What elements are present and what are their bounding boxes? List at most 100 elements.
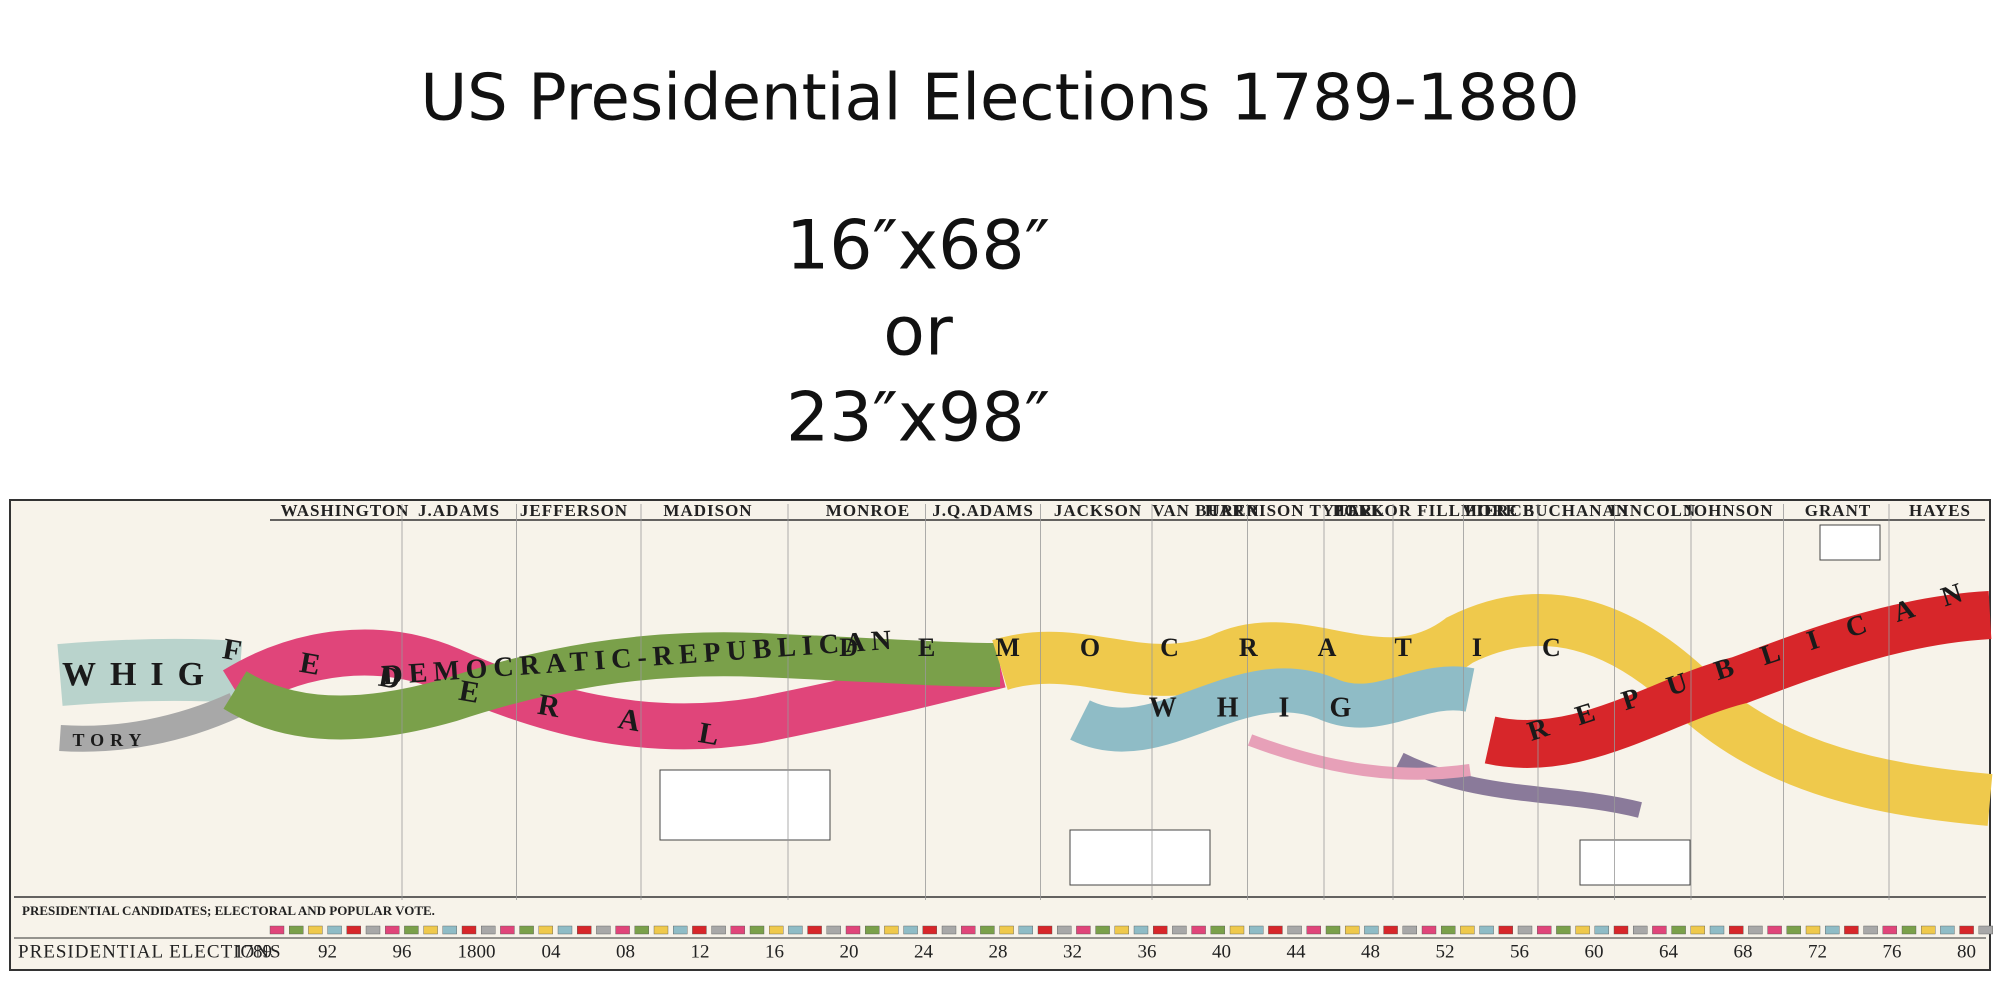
- tory-stream: [59, 693, 241, 752]
- vote-cell: [941, 925, 957, 935]
- vote-cell: [1556, 925, 1571, 935]
- dem-rep-stream: [223, 632, 1001, 740]
- vote-cell: [1306, 925, 1322, 935]
- vote-cell: [1402, 925, 1418, 935]
- vote-cell: [1613, 925, 1629, 935]
- year-label: 20: [840, 941, 859, 962]
- election-chart: WASHINGTON J.ADAMS JEFFERSON MADISON MONROE J…: [9, 499, 1995, 971]
- president-name: WASHINGTON: [281, 501, 410, 520]
- vote-cell: [1344, 925, 1360, 935]
- year-label: 36: [1138, 941, 1157, 962]
- president-name: TAYLOR FILLMORE: [1336, 501, 1518, 520]
- vote-cell: [1959, 925, 1974, 935]
- size-option: 16″x68″: [786, 207, 1050, 286]
- year-label: 40: [1212, 941, 1231, 962]
- president-name: MONROE: [826, 501, 910, 520]
- vote-cell: [1037, 925, 1053, 935]
- vote-cell: [269, 925, 285, 935]
- year-label: 1789: [234, 941, 272, 962]
- vote-cell: [1364, 925, 1379, 935]
- note-box: [1069, 829, 1211, 886]
- vote-cell: [1786, 925, 1802, 935]
- president-name: GRANT: [1805, 501, 1871, 520]
- vote-cell: [1901, 925, 1917, 935]
- vote-cell: [711, 925, 726, 935]
- note-box: [1819, 524, 1881, 561]
- vote-cell: [1920, 925, 1936, 935]
- vote-cell: [1594, 925, 1610, 935]
- vote-cell: [365, 925, 381, 935]
- year-label: 80: [1957, 941, 1976, 962]
- whig-stream-2: [1070, 666, 1475, 752]
- year-label: 76: [1883, 941, 1902, 962]
- vote-cell: [1440, 925, 1456, 935]
- president-name: HARRISON TYLER: [1205, 501, 1373, 520]
- vote-cell: [1076, 925, 1091, 935]
- vote-cell: [634, 925, 649, 935]
- year-label: 48: [1361, 941, 1380, 962]
- vote-cell: [1671, 925, 1686, 935]
- vote-cell: [1210, 925, 1226, 935]
- president-name: MADISON: [663, 501, 752, 520]
- vote-cell: [442, 925, 457, 935]
- vote-cell: [519, 925, 534, 935]
- year-label: 56: [1510, 941, 1529, 962]
- streams: [57, 591, 1993, 826]
- year-label: 60: [1585, 941, 1604, 962]
- vote-cell: [653, 925, 669, 935]
- vote-cell: [845, 925, 861, 935]
- vote-cell: [1728, 925, 1744, 935]
- vote-cell: [327, 925, 342, 935]
- vote-cell: [884, 925, 899, 935]
- vote-cell: [1287, 925, 1302, 935]
- president-name: HAYES: [1909, 501, 1971, 520]
- vote-cell: [1460, 925, 1475, 935]
- vote-cell: [1325, 925, 1341, 935]
- vote-cell: [596, 925, 611, 935]
- vote-cell: [1114, 925, 1130, 935]
- president-name: JACKSON: [1054, 501, 1142, 520]
- vote-cell: [788, 925, 803, 935]
- vote-cell: [481, 925, 496, 935]
- vote-cell: [1152, 925, 1168, 935]
- party-label: WHIG: [1149, 692, 1391, 723]
- vote-cell: [1652, 925, 1667, 935]
- vote-cell: [1421, 925, 1437, 935]
- vote-cell: [1709, 925, 1725, 935]
- vote-cell: [404, 925, 419, 935]
- republican-stream: [1484, 591, 1992, 768]
- size-option: 23″x98″: [786, 379, 1050, 458]
- year-label: 16: [765, 941, 784, 962]
- president-name: VAN BUREN: [1152, 501, 1259, 520]
- vote-cell: [385, 925, 400, 935]
- vote-cell: [807, 925, 822, 935]
- vote-cell: [1690, 925, 1706, 935]
- year-label: 68: [1734, 941, 1753, 962]
- president-name: JOHNSON: [1684, 501, 1773, 520]
- president-name: POLK: [1333, 501, 1385, 520]
- vote-cell: [1767, 925, 1782, 935]
- vote-cell: [999, 925, 1014, 935]
- annotation-block: [659, 524, 1881, 886]
- year-label: 32: [1063, 941, 1082, 962]
- vote-cell: [577, 925, 592, 935]
- vote-cell: [1824, 925, 1840, 935]
- vote-cell: [423, 925, 438, 935]
- vote-cell: [557, 925, 573, 935]
- federal-stream: [222, 629, 1006, 750]
- vote-cell: [346, 925, 361, 935]
- candidates-caption: PRESIDENTIAL CANDIDATES; ELECTORAL AND P…: [22, 903, 435, 918]
- year-label: 44: [1287, 941, 1307, 962]
- vote-cell: [1018, 925, 1033, 935]
- year-label: 1800: [458, 941, 496, 962]
- vote-cell: [538, 925, 553, 935]
- vote-cell: [1517, 925, 1533, 935]
- vote-cell: [1172, 925, 1187, 935]
- year-label: 28: [989, 941, 1008, 962]
- whig-stream: [57, 638, 243, 706]
- year-label: 96: [393, 941, 412, 962]
- party-label: DEMOCRATIC: [839, 633, 1621, 662]
- vote-cell: [1248, 925, 1264, 935]
- president-name: PIERCE: [1465, 501, 1535, 520]
